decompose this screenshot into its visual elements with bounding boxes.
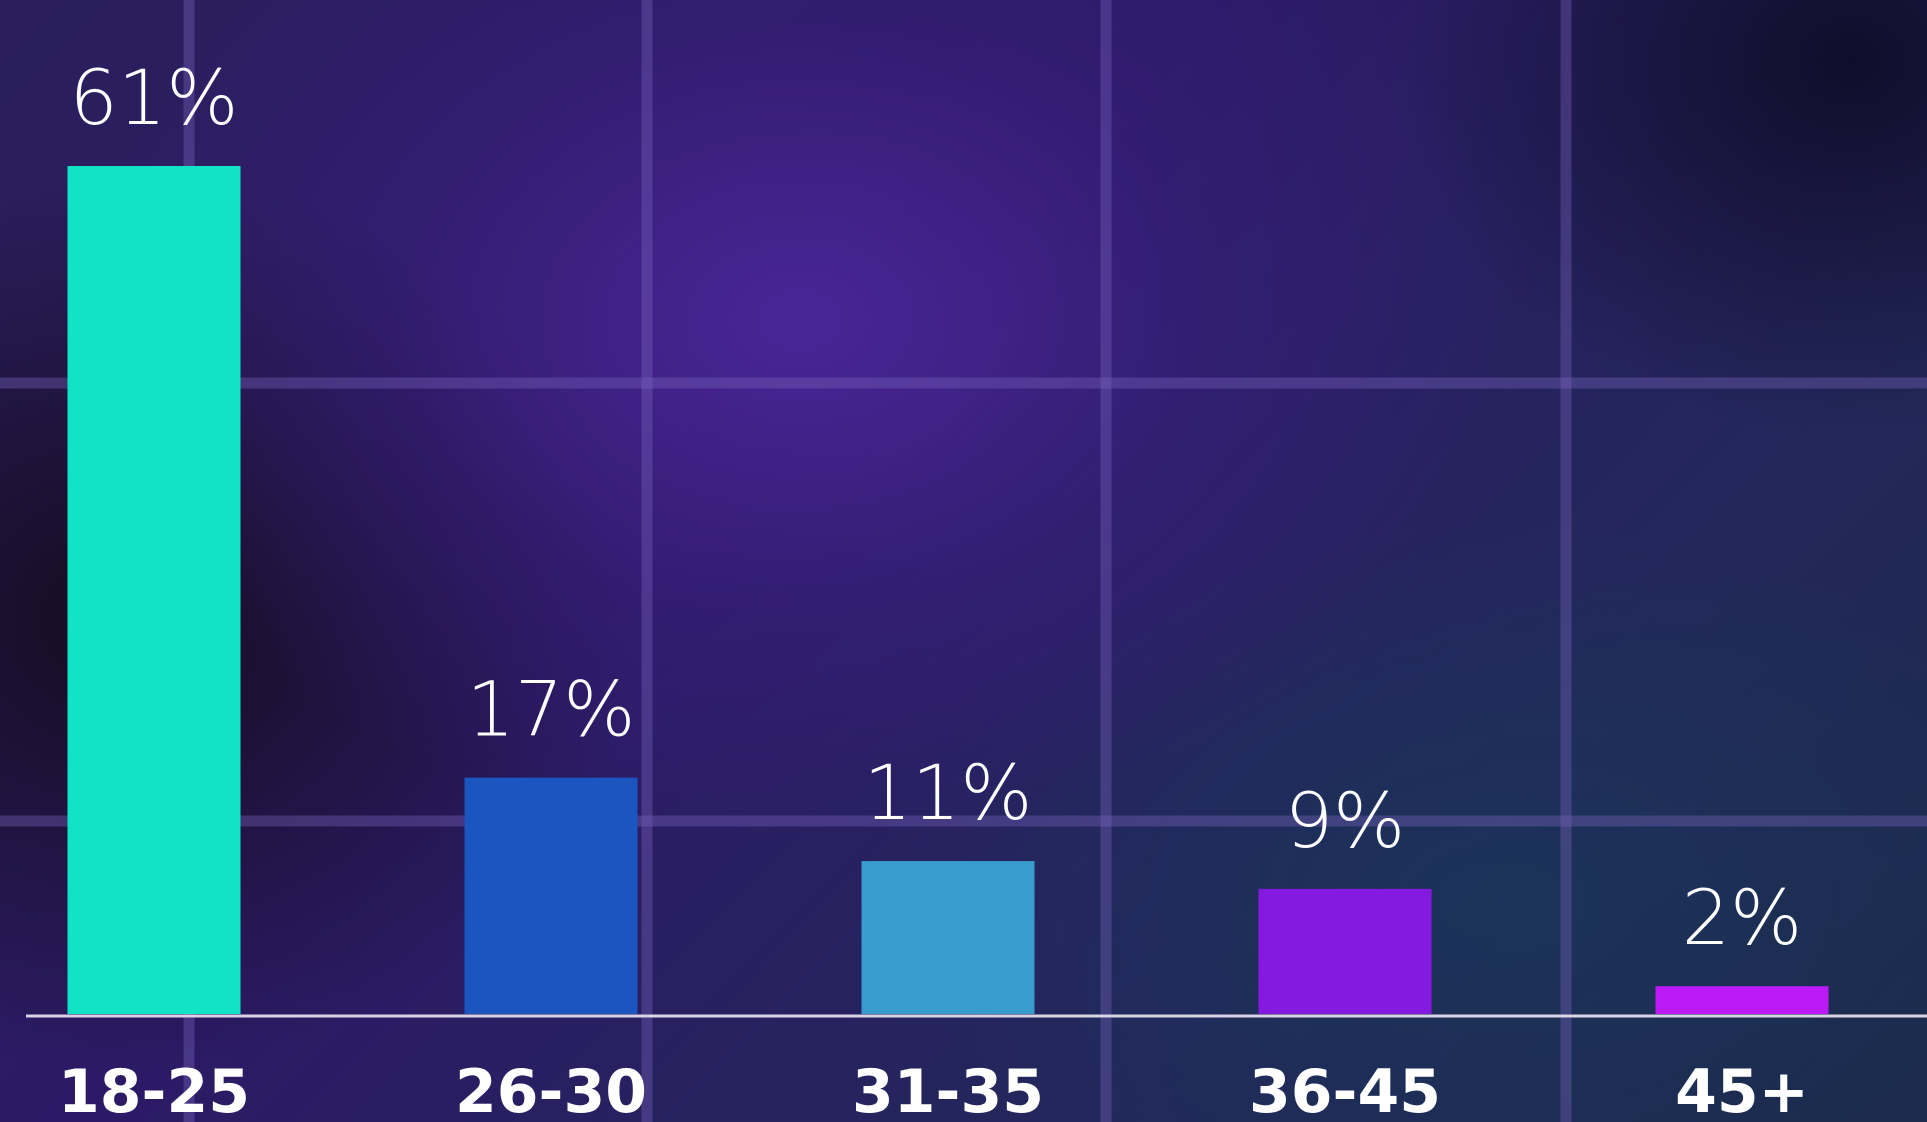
category-label-36-45: 36-45 [1249,1057,1441,1122]
category-label-45+: 45+ [1675,1057,1809,1122]
category-labels: 18-25 26-30 31-35 36-45 45+ [58,1057,1809,1122]
bars [67,166,1829,1014]
bar-26-30 [464,777,638,1014]
category-label-31-35: 31-35 [852,1057,1044,1122]
value-labels: 61% 17% 11% 9% 2% [70,53,1803,962]
value-label-45+: 2% [1682,873,1803,962]
category-label-18-25: 18-25 [58,1057,250,1122]
value-label-31-35: 11% [864,748,1033,837]
value-label-36-45: 9% [1285,776,1406,865]
bar-45+ [1655,986,1829,1014]
value-label-26-30: 17% [467,665,636,754]
bar-18-25 [67,166,241,1014]
value-label-18-25: 61% [70,53,239,142]
bar-31-35 [861,861,1035,1014]
bar-36-45 [1258,888,1432,1014]
category-label-26-30: 26-30 [455,1057,647,1122]
